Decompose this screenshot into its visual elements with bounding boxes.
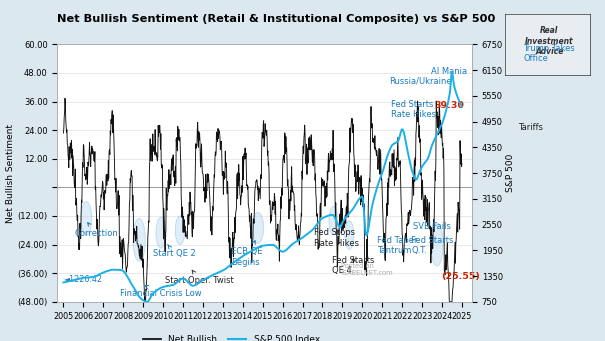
Text: Tariffs: Tariffs	[518, 122, 543, 132]
Ellipse shape	[81, 202, 92, 235]
Text: Russia/Ukraine: Russia/Ukraine	[389, 77, 452, 86]
Text: Fed Starts
Q.T.: Fed Starts Q.T.	[411, 236, 454, 255]
Legend: Net Bullish, S&P 500 Index: Net Bullish, S&P 500 Index	[140, 331, 324, 341]
Text: Net Bullish Sentiment (Retail & Institutional Composite) vs S&P 500: Net Bullish Sentiment (Retail & Institut…	[57, 14, 496, 24]
Text: 39.30: 39.30	[434, 101, 464, 109]
Text: SVB Fails: SVB Fails	[413, 222, 451, 231]
Ellipse shape	[175, 216, 185, 244]
Ellipse shape	[133, 218, 145, 261]
Ellipse shape	[431, 223, 443, 266]
Text: Trump Takes
Office: Trump Takes Office	[523, 44, 575, 63]
Text: ◄1226.42: ◄1226.42	[65, 275, 103, 283]
Text: Posted on
ISABELNET.com: Posted on ISABELNET.com	[341, 263, 393, 276]
Text: Correction: Correction	[74, 223, 118, 238]
Text: AI Mania: AI Mania	[431, 67, 467, 76]
Y-axis label: Net Bullish Sentiment: Net Bullish Sentiment	[5, 123, 15, 223]
Ellipse shape	[252, 212, 264, 243]
Text: Fed Taper
Tantrum: Fed Taper Tantrum	[378, 236, 418, 255]
Ellipse shape	[156, 217, 166, 248]
Ellipse shape	[329, 206, 338, 235]
Text: Start Oper. Twist: Start Oper. Twist	[165, 270, 234, 285]
Text: ECB QE
Begins: ECB QE Begins	[231, 241, 263, 267]
Text: Fed Starts
Rate Hikes: Fed Starts Rate Hikes	[391, 100, 436, 119]
Ellipse shape	[345, 221, 354, 249]
Text: Fed Stops
Rate Hikes: Fed Stops Rate Hikes	[313, 228, 359, 248]
Text: Real
Investment
Advice: Real Investment Advice	[525, 26, 574, 56]
Text: (25.55): (25.55)	[441, 272, 480, 281]
Text: Financial Crisis Low: Financial Crisis Low	[120, 285, 202, 298]
Text: Start QE 2: Start QE 2	[153, 244, 196, 258]
Text: Fed Starts
QE 4: Fed Starts QE 4	[332, 256, 375, 275]
Y-axis label: S&P 500: S&P 500	[506, 154, 515, 192]
